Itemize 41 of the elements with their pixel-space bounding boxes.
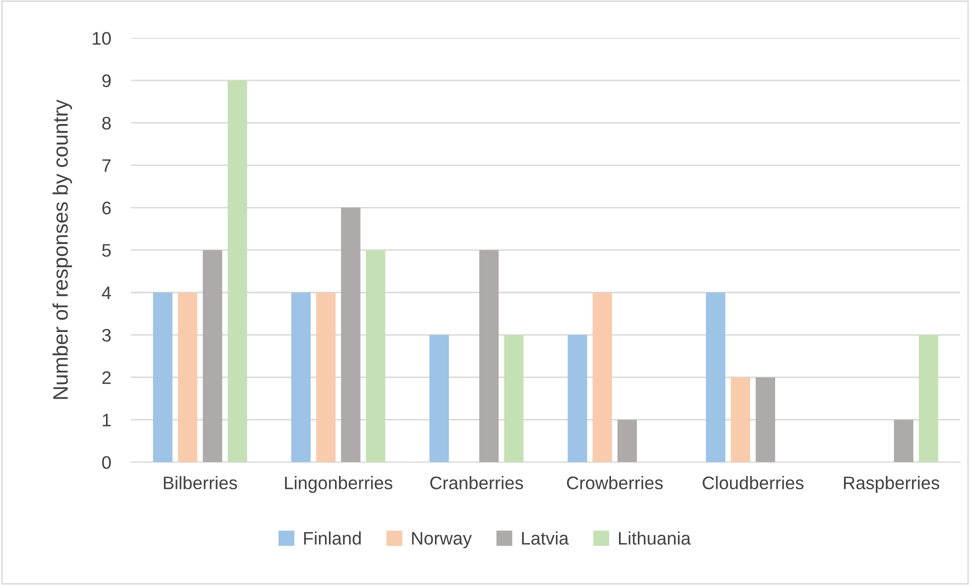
bar [366, 250, 386, 462]
y-tick-label: 7 [102, 159, 111, 172]
y-tick-label: 3 [102, 328, 111, 342]
bar [228, 80, 248, 462]
bar [592, 292, 612, 462]
y-tick-label: 2 [102, 371, 111, 384]
bar [568, 334, 588, 462]
legend-label: Lithuania [618, 531, 691, 545]
bar [153, 292, 172, 462]
y-tick-label: 5 [102, 244, 111, 257]
bar [918, 334, 938, 462]
bar [504, 334, 524, 462]
y-axis-title: Number of responses by country [52, 100, 72, 399]
bar [479, 250, 499, 462]
bar [291, 292, 311, 462]
bar [706, 292, 726, 462]
legend-label: Latvia [522, 531, 569, 545]
x-tick-label: Bilberries [164, 476, 238, 490]
y-tick-label: 8 [102, 116, 111, 130]
bar [730, 377, 750, 462]
bar [178, 292, 198, 462]
y-tick-label: 0 [102, 456, 111, 469]
y-tick-label: 9 [102, 74, 111, 88]
y-tick-label: 6 [102, 202, 111, 214]
legend-label: Finland [304, 531, 361, 545]
bar [756, 377, 776, 462]
x-tick-label: Crowberries [566, 476, 663, 490]
bar [617, 420, 637, 462]
legend-label: Norway [412, 532, 472, 548]
bar [341, 208, 360, 462]
y-tick-label: 4 [102, 286, 111, 300]
x-tick-label: Cranberries [430, 476, 524, 490]
x-tick-label: Cloudberries [702, 476, 804, 490]
bar [429, 334, 449, 462]
x-tick-label: Lingonberries [285, 476, 392, 493]
y-tick-label: 1 [102, 414, 111, 426]
y-tick-label: 10 [92, 32, 111, 45]
bar [316, 292, 336, 462]
x-tick-label: Raspberries [844, 476, 940, 493]
bar [894, 420, 914, 462]
bar [202, 250, 222, 462]
